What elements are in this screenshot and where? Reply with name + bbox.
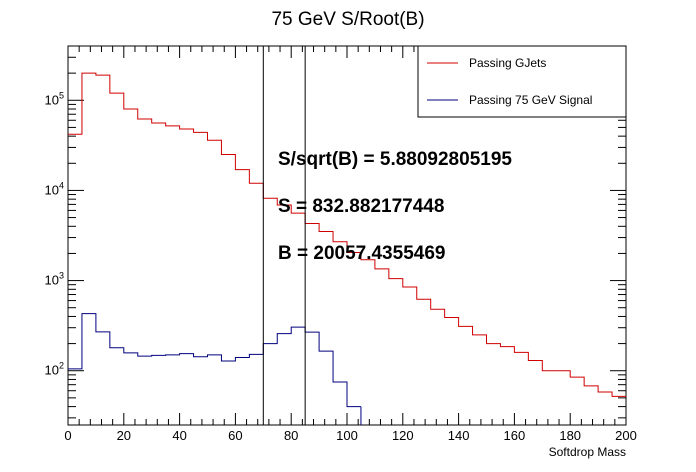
legend-label: Passing GJets (469, 56, 546, 70)
plot-area: 0 20 40 60 80 100 120 140 160 180 200 102 103 104 105 (45, 45, 637, 443)
y-tick-label: 104 (45, 180, 64, 197)
histogram-series (68, 313, 361, 408)
x-tick-label: 200 (615, 428, 637, 443)
y-tick-label: 102 (45, 361, 64, 378)
legend: Passing GJets Passing 75 GeV Signal (417, 45, 627, 118)
x-tick-label: 140 (448, 428, 470, 443)
y-tick-label: 103 (45, 271, 64, 288)
x-tick-label: 20 (117, 428, 131, 443)
legend-label: Passing 75 GeV Signal (469, 93, 592, 107)
x-tick-label: 160 (504, 428, 526, 443)
annotation-text: S = 832.882177448 (278, 196, 444, 217)
annotation-text: B = 20057.4355469 (278, 243, 445, 264)
annotations: S/sqrt(B) = 5.88092805195 S = 832.8821774… (278, 149, 512, 264)
x-tick-label: 40 (172, 428, 186, 443)
x-tick-label: 100 (336, 428, 358, 443)
histogram-series (68, 72, 626, 397)
x-axis-label: Softdrop Mass (549, 445, 626, 459)
chart-title: 75 GeV S/Root(B) (271, 9, 424, 30)
legend-box (417, 45, 627, 118)
x-tick-label: 0 (64, 428, 71, 443)
x-tick-label: 60 (228, 428, 242, 443)
x-tick-label: 80 (284, 428, 298, 443)
x-tick-label: 180 (559, 428, 581, 443)
y-tick-label: 105 (45, 90, 64, 107)
annotation-text: S/sqrt(B) = 5.88092805195 (278, 149, 512, 170)
x-tick-label: 120 (392, 428, 414, 443)
